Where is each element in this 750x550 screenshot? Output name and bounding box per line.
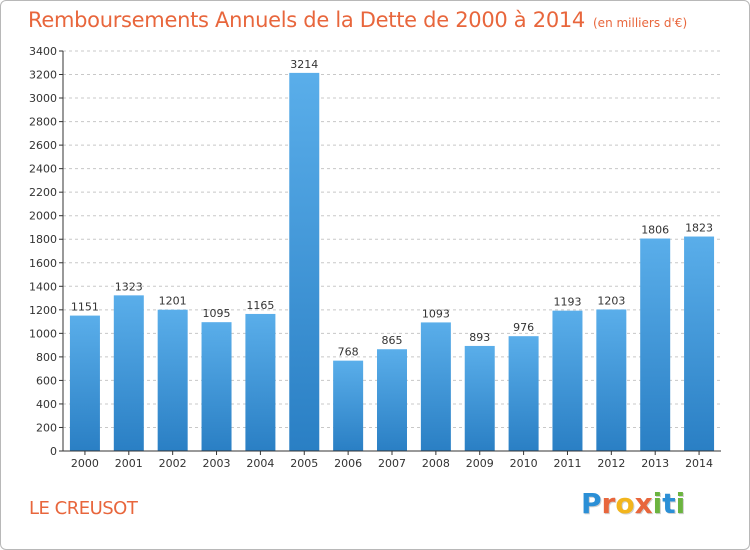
y-axis-ticks: 0 200 400 600 800 1000 1200 1400 1600 1800 2000 220… (29, 45, 63, 458)
data-label-2005: 3214 (290, 58, 318, 71)
logo-letter: t (662, 487, 676, 520)
data-label-2000: 1151 (71, 301, 99, 314)
bar-2004 (245, 313, 276, 451)
y-tick-label: 1200 (29, 304, 57, 317)
data-label-2002: 1201 (159, 295, 187, 308)
bar-2000 (69, 315, 100, 451)
bar-2006 (333, 360, 364, 451)
bar-2012 (596, 309, 627, 451)
data-label-2010: 976 (513, 321, 534, 334)
data-label-2009: 893 (469, 331, 490, 344)
x-tick-label-2010: 2010 (510, 457, 538, 470)
data-label-2014: 1823 (685, 222, 713, 235)
data-labels: 1151 1323 1201 1095 1165 3214 768 865 1093 893 976… (71, 58, 713, 359)
bar-2010 (508, 336, 539, 451)
bar-2008 (420, 322, 451, 451)
y-tick-label: 200 (36, 421, 57, 434)
data-label-2008: 1093 (422, 307, 450, 320)
bar-2002 (157, 309, 188, 451)
y-tick-label: 3000 (29, 92, 57, 105)
bar-2009 (464, 345, 495, 451)
y-tick-label: 2600 (29, 139, 57, 152)
bar-2014 (684, 236, 715, 451)
logo-letter: P (581, 487, 602, 520)
data-label-2011: 1193 (553, 296, 581, 309)
x-tick-label-2006: 2006 (334, 457, 362, 470)
bar-2013 (640, 238, 671, 451)
x-tick-label-2000: 2000 (71, 457, 99, 470)
bars (69, 72, 715, 451)
bar-2003 (201, 322, 232, 451)
y-tick-label: 1400 (29, 280, 57, 293)
x-tick-label-2013: 2013 (641, 457, 669, 470)
y-tick-label: 3400 (29, 45, 57, 58)
y-tick-label: 2400 (29, 163, 57, 176)
data-label-2004: 1165 (246, 299, 274, 312)
x-tick-label-2007: 2007 (378, 457, 406, 470)
logo-letter: r (601, 487, 616, 520)
y-tick-label: 600 (36, 374, 57, 387)
y-tick-label: 2200 (29, 186, 57, 199)
chart-title-unit: (en milliers d'€) (593, 16, 688, 30)
chart-title-main: Remboursements Annuels de la Dette de 20… (28, 8, 585, 32)
data-label-2012: 1203 (597, 294, 625, 307)
bar-2011 (552, 310, 583, 451)
place-name: LE CREUSOT (29, 498, 138, 519)
chart-title: Remboursements Annuels de la Dette de 20… (28, 8, 687, 32)
x-tick-label-2008: 2008 (422, 457, 450, 470)
y-tick-label: 0 (50, 445, 57, 458)
x-tick-label-2002: 2002 (159, 457, 187, 470)
x-tick-label-2011: 2011 (553, 457, 581, 470)
data-label-2001: 1323 (115, 280, 143, 293)
x-tick-label-2003: 2003 (203, 457, 231, 470)
logo-letter: o (615, 487, 635, 520)
data-label-2006: 768 (338, 346, 359, 359)
x-tick-label-2009: 2009 (466, 457, 494, 470)
x-tick-label-2012: 2012 (597, 457, 625, 470)
y-tick-label: 800 (36, 351, 57, 364)
y-tick-label: 3200 (29, 69, 57, 82)
proxiti-logo: Proxiti (581, 487, 685, 520)
data-label-2007: 865 (382, 334, 403, 347)
y-tick-label: 2800 (29, 116, 57, 129)
x-axis-ticks: 2000 2001 2002 2003 2004 2005 2006 2007 2008 2009… (71, 451, 713, 470)
x-tick-label-2014: 2014 (685, 457, 713, 470)
logo-letter: i (652, 487, 663, 520)
x-tick-label-2005: 2005 (290, 457, 318, 470)
logo-letter: x (634, 487, 653, 520)
y-tick-label: 1800 (29, 233, 57, 246)
bar-2005 (289, 72, 320, 451)
logo-letter: i (675, 487, 686, 520)
y-tick-label: 1000 (29, 327, 57, 340)
bar-2001 (113, 295, 144, 451)
axes (62, 51, 721, 452)
y-tick-label: 1600 (29, 257, 57, 270)
x-tick-label-2004: 2004 (246, 457, 274, 470)
bar-2007 (377, 349, 407, 451)
y-tick-label: 2000 (29, 210, 57, 223)
x-tick-label-2001: 2001 (115, 457, 143, 470)
y-tick-label: 400 (36, 398, 57, 411)
data-label-2013: 1806 (641, 224, 669, 237)
data-label-2003: 1095 (203, 307, 231, 320)
